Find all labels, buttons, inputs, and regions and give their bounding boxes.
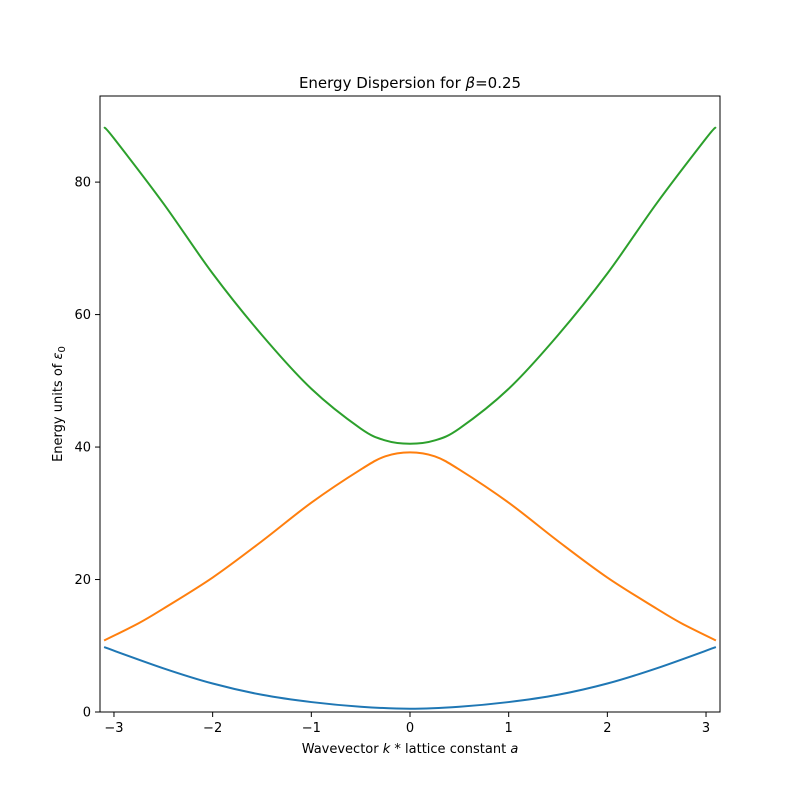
x-tick-label: 3 xyxy=(702,721,710,736)
x-tick-label: −3 xyxy=(104,721,123,736)
series-layer xyxy=(103,126,717,710)
series-line-2 xyxy=(103,451,717,642)
y-tick-label: 40 xyxy=(74,441,91,456)
x-tick-label: 1 xyxy=(505,721,513,736)
x-tick-label: −2 xyxy=(203,721,222,736)
series-line-3 xyxy=(103,126,717,445)
ticks-layer: −3 −2 −1 0 1 2 3 0 20 40 60 80 xyxy=(74,176,710,736)
y-tick-label: 0 xyxy=(83,706,91,721)
x-axis-label: Wavevector k * lattice constant a xyxy=(302,742,519,757)
y-tick-label: 60 xyxy=(74,308,91,323)
chart-title: Energy Dispersion for β=0.25 xyxy=(299,74,521,92)
plot-frame xyxy=(99,95,721,713)
x-tick-label: 0 xyxy=(406,721,414,736)
y-tick-label: 20 xyxy=(74,573,91,588)
y-axis-label: Energy units of ε0 xyxy=(51,346,68,462)
x-tick-label: −1 xyxy=(302,721,321,736)
y-tick-label: 80 xyxy=(74,176,91,191)
series-line-1 xyxy=(103,646,717,710)
x-tick-label: 2 xyxy=(603,721,611,736)
